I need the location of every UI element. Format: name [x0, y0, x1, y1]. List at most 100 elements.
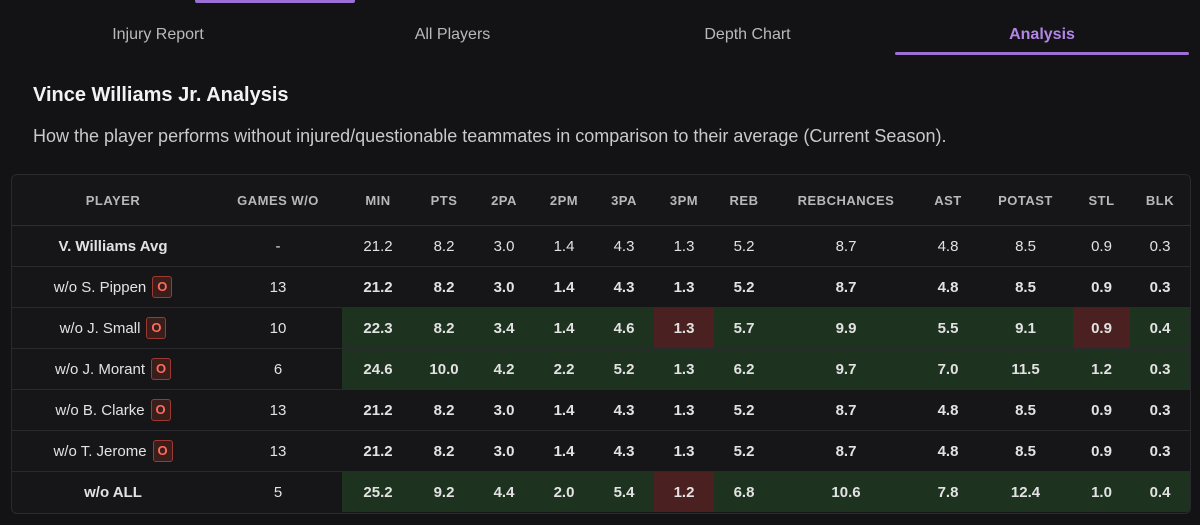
stat-cell: 4.3	[594, 430, 654, 472]
column-header-pts[interactable]: PTS	[414, 175, 474, 226]
player-cell: w/o T. Jerome O	[12, 430, 214, 472]
stat-cell: 10.6	[774, 471, 918, 512]
injury-status-badge: O	[152, 440, 173, 462]
column-header-2pm[interactable]: 2PM	[534, 175, 594, 226]
player-cell: w/o S. Pippen O	[12, 266, 214, 308]
stat-cell: 21.2	[342, 266, 414, 308]
top-accent-bar	[195, 0, 355, 3]
stat-cell: 0.9	[1073, 389, 1130, 431]
stat-cell: 0.3	[1130, 266, 1190, 308]
stat-cell: 24.6	[342, 348, 414, 390]
player-cell: V. Williams Avg	[12, 225, 214, 267]
stat-cell: 4.4	[474, 471, 534, 512]
stat-cell: 5.2	[594, 348, 654, 390]
stat-cell: 10.0	[414, 348, 474, 390]
stat-cell: 0.9	[1073, 307, 1130, 349]
injury-status-badge: O	[152, 276, 173, 298]
stat-cell: 3.0	[474, 266, 534, 308]
column-header-2pa[interactable]: 2PA	[474, 175, 534, 226]
stat-cell: 8.7	[774, 225, 918, 267]
stat-cell: 21.2	[342, 389, 414, 431]
player-name: w/o T. Jerome	[53, 442, 147, 460]
tab-bar: Injury Report All Players Depth Chart An…	[0, 14, 1200, 56]
column-header-potast[interactable]: POTAST	[978, 175, 1073, 226]
stat-cell: -	[214, 225, 342, 267]
stat-cell: 4.3	[594, 225, 654, 267]
stat-cell: 21.2	[342, 430, 414, 472]
column-header-rebchances[interactable]: REBCHANCES	[774, 175, 918, 226]
stat-cell: 4.3	[594, 389, 654, 431]
stat-cell: 3.0	[474, 430, 534, 472]
table-row: w/o J. Small O 10 22.3 8.2 3.4 1.4 4.6 1.3 5.7 9.9…	[12, 307, 1190, 349]
stat-cell: 8.2	[414, 389, 474, 431]
stat-cell: 22.3	[342, 307, 414, 349]
stat-cell: 6.8	[714, 471, 774, 512]
player-name: w/o J. Morant	[54, 360, 146, 378]
column-header-games-w-o[interactable]: GAMES W/O	[214, 175, 342, 226]
stat-cell: 4.8	[918, 266, 978, 308]
stat-cell: 8.2	[414, 266, 474, 308]
player-cell: w/o B. Clarke O	[12, 389, 214, 431]
tab-analysis[interactable]: Analysis	[1009, 26, 1075, 43]
stat-cell: 4.3	[594, 266, 654, 308]
column-header-stl[interactable]: STL	[1073, 175, 1130, 226]
table-body: V. Williams Avg -21.2 8.2 3.0 1.4 4.3 1.3 5.2 8.…	[12, 225, 1190, 512]
table-row: V. Williams Avg -21.2 8.2 3.0 1.4 4.3 1.3 5.2 8.…	[12, 225, 1190, 267]
column-header-reb[interactable]: REB	[714, 175, 774, 226]
player-name: w/o ALL	[84, 483, 142, 501]
player-name: V. Williams Avg	[58, 237, 168, 255]
player-name: w/o S. Pippen	[53, 278, 147, 296]
column-header-3pa[interactable]: 3PA	[594, 175, 654, 226]
stat-cell: 1.4	[534, 266, 594, 308]
stat-cell: 1.3	[654, 389, 714, 431]
stat-cell: 1.3	[654, 225, 714, 267]
injury-status-badge: O	[150, 399, 171, 421]
stat-cell: 13	[214, 266, 342, 308]
stat-cell: 25.2	[342, 471, 414, 512]
player-cell: w/o J. Morant O	[12, 348, 214, 390]
player-cell: w/o J. Small O	[12, 307, 214, 349]
tab-depth-chart[interactable]: Depth Chart	[704, 26, 791, 43]
stat-cell: 6.2	[714, 348, 774, 390]
stat-cell: 2.2	[534, 348, 594, 390]
stat-cell: 9.7	[774, 348, 918, 390]
tab-all-players[interactable]: All Players	[414, 26, 491, 43]
table-row: w/o S. Pippen O 13 21.2 8.2 3.0 1.4 4.3 1.3 5.2 8.…	[12, 266, 1190, 308]
stat-cell: 5.5	[918, 307, 978, 349]
stat-cell: 1.3	[654, 266, 714, 308]
stat-cell: 8.5	[978, 225, 1073, 267]
stat-cell: 0.3	[1130, 389, 1190, 431]
table-header: PLAYER GAMES W/O MIN PTS 2PA 2PM 3PA 3PM REB REBC…	[12, 175, 1190, 226]
stat-cell: 1.3	[654, 307, 714, 349]
injury-status-badge: O	[151, 358, 172, 380]
stat-cell: 3.4	[474, 307, 534, 349]
stat-cell: 1.4	[534, 430, 594, 472]
column-header-min[interactable]: MIN	[342, 175, 414, 226]
stat-cell: 1.4	[534, 225, 594, 267]
stat-cell: 9.2	[414, 471, 474, 512]
column-header-blk[interactable]: BLK	[1130, 175, 1190, 226]
stat-cell: 3.0	[474, 389, 534, 431]
stat-cell: 5.7	[714, 307, 774, 349]
stat-cell: 1.4	[534, 389, 594, 431]
column-header-3pm[interactable]: 3PM	[654, 175, 714, 226]
stat-cell: 0.9	[1073, 225, 1130, 267]
column-header-player[interactable]: PLAYER	[12, 175, 214, 226]
tab-injury-report[interactable]: Injury Report	[112, 26, 204, 43]
active-tab-indicator	[895, 52, 1189, 55]
stat-cell: 1.0	[1073, 471, 1130, 512]
stat-cell: 0.4	[1130, 471, 1190, 512]
stat-cell: 1.2	[1073, 348, 1130, 390]
stat-cell: 8.7	[774, 389, 918, 431]
analysis-table: PLAYER GAMES W/O MIN PTS 2PA 2PM 3PA 3PM REB REBC…	[11, 174, 1191, 514]
stat-cell: 13	[214, 389, 342, 431]
column-header-ast[interactable]: AST	[918, 175, 978, 226]
stat-cell: 1.4	[534, 307, 594, 349]
stat-cell: 4.8	[918, 225, 978, 267]
stat-cell: 5.2	[714, 430, 774, 472]
stat-cell: 8.2	[414, 225, 474, 267]
stat-cell: 21.2	[342, 225, 414, 267]
page-subtitle: How the player performs without injured/…	[33, 126, 947, 146]
stat-cell: 7.0	[918, 348, 978, 390]
stat-cell: 13	[214, 430, 342, 472]
